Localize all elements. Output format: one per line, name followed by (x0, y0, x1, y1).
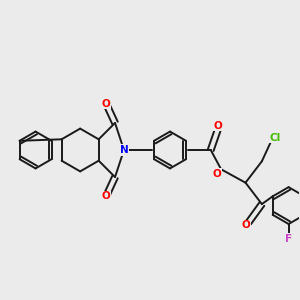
Text: Cl: Cl (270, 133, 281, 142)
Text: N: N (120, 145, 128, 155)
Text: O: O (212, 169, 221, 179)
Text: O: O (102, 99, 110, 109)
Text: O: O (241, 220, 250, 230)
Text: O: O (214, 121, 223, 130)
Text: O: O (102, 191, 110, 201)
Text: F: F (285, 234, 292, 244)
